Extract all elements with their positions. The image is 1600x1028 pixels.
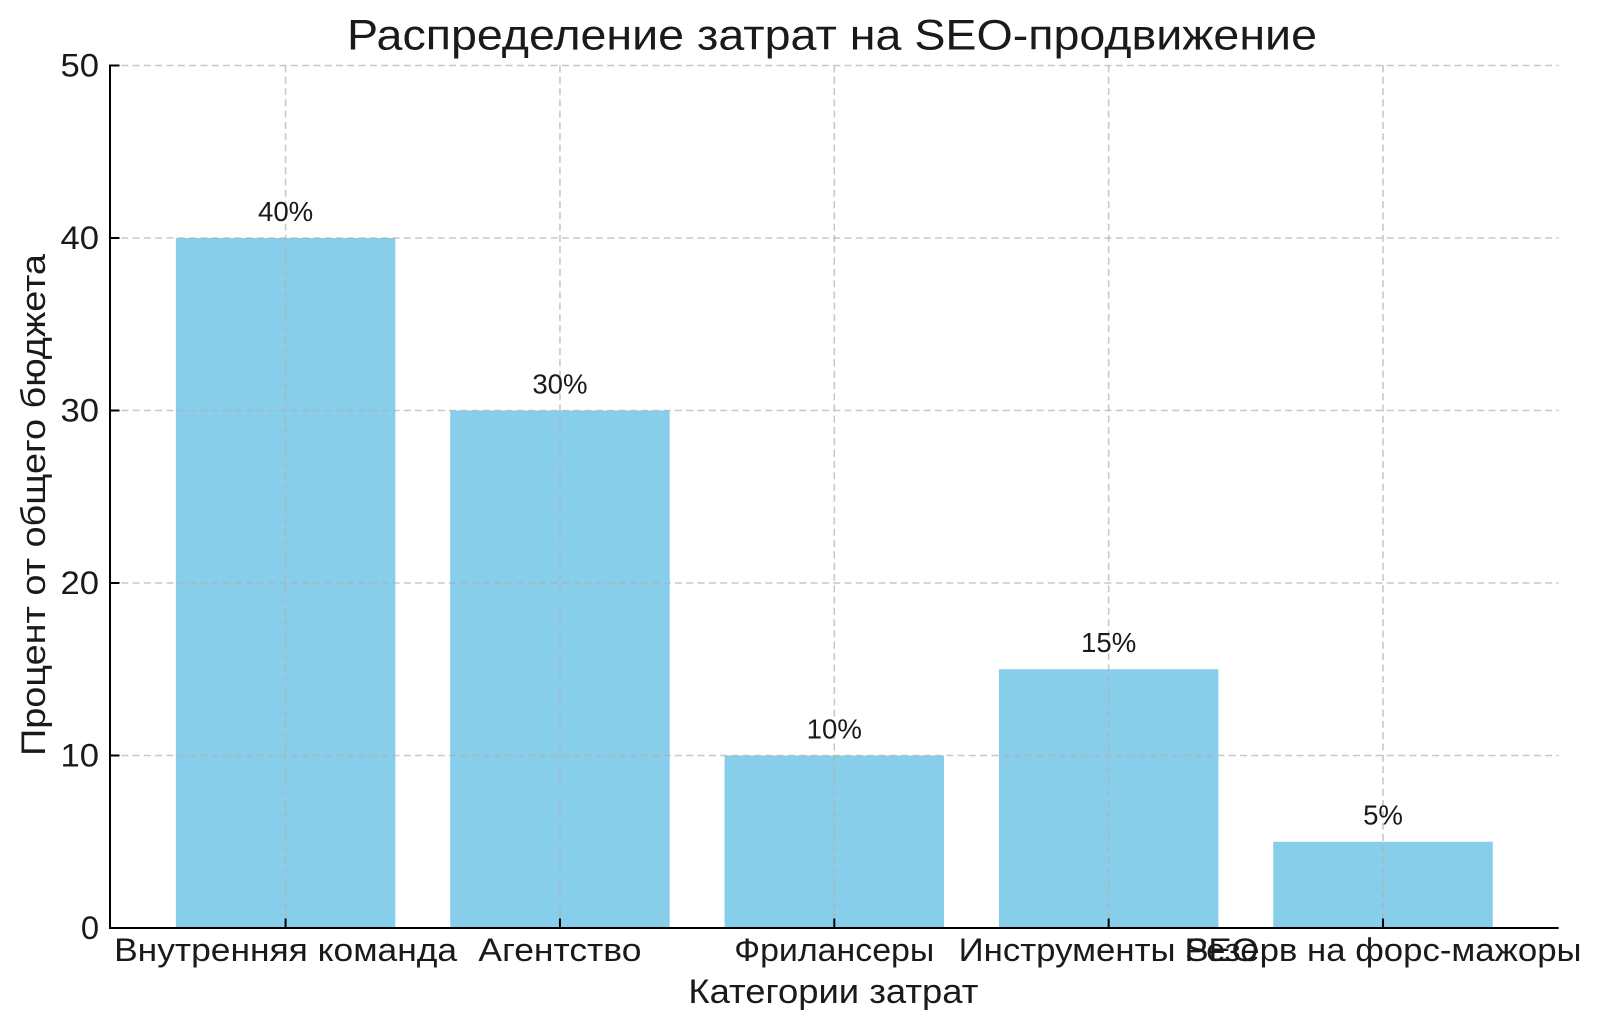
svg-text:50: 50 (61, 47, 100, 84)
svg-text:0: 0 (81, 909, 99, 946)
svg-text:10: 10 (61, 737, 100, 774)
svg-text:Категории затрат: Категории затрат (688, 973, 978, 1011)
svg-text:40%: 40% (258, 196, 313, 227)
svg-text:30: 30 (61, 392, 100, 429)
svg-text:Агентство: Агентство (478, 931, 641, 968)
svg-text:5%: 5% (1363, 800, 1403, 831)
svg-text:20: 20 (61, 564, 100, 601)
svg-text:Процент от общего бюджета: Процент от общего бюджета (15, 253, 53, 756)
svg-text:Инструменты SEO: Инструменты SEO (959, 931, 1259, 968)
svg-text:Внутренняя команда: Внутренняя команда (114, 931, 458, 968)
svg-text:30%: 30% (532, 368, 587, 399)
svg-text:15%: 15% (1081, 627, 1136, 658)
svg-text:Резерв на форс-мажоры: Резерв на форс-мажоры (1185, 931, 1582, 968)
svg-text:Фрилансеры: Фрилансеры (734, 931, 934, 968)
svg-text:10%: 10% (807, 713, 862, 744)
svg-text:Распределение затрат на SEO-пр: Распределение затрат на SEO-продвижение (347, 11, 1317, 58)
svg-text:40: 40 (61, 219, 100, 256)
